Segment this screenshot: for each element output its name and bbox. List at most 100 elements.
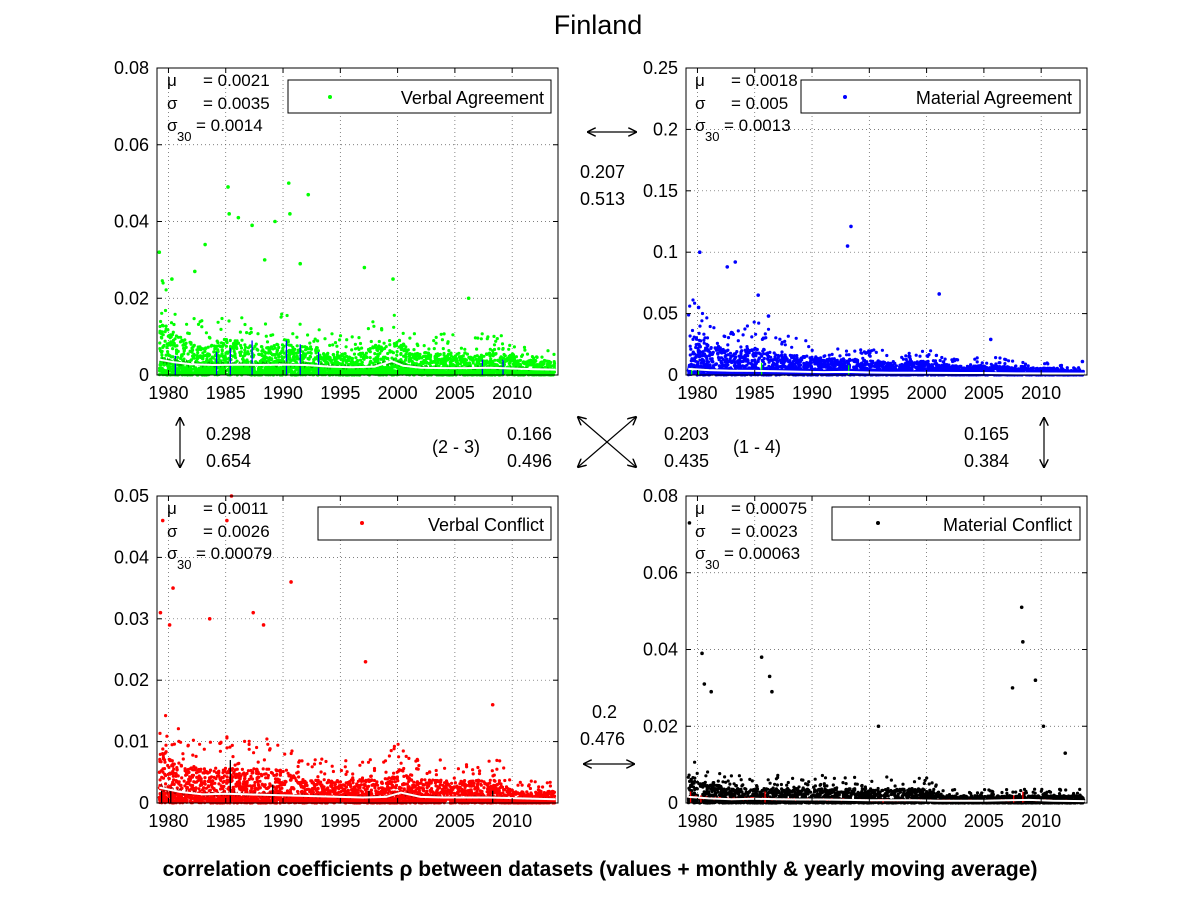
data-point bbox=[422, 344, 426, 348]
data-point bbox=[1021, 360, 1025, 365]
data-point bbox=[271, 333, 275, 337]
data-point bbox=[235, 346, 239, 351]
data-point bbox=[171, 330, 175, 334]
data-point bbox=[880, 348, 885, 352]
data-point bbox=[479, 353, 483, 357]
data-point bbox=[220, 316, 224, 321]
data-point bbox=[207, 335, 211, 339]
data-point bbox=[341, 362, 345, 366]
data-point bbox=[382, 341, 386, 345]
data-point bbox=[300, 354, 304, 358]
data-point bbox=[330, 332, 334, 336]
data-point bbox=[786, 334, 790, 338]
data-point bbox=[368, 360, 372, 364]
data-point bbox=[447, 349, 451, 353]
data-point bbox=[868, 354, 872, 358]
data-point bbox=[1065, 366, 1069, 370]
data-point bbox=[379, 366, 383, 370]
x-tick-label: 2010 bbox=[492, 383, 532, 403]
data-point bbox=[357, 336, 361, 340]
data-point bbox=[239, 366, 243, 370]
data-point bbox=[395, 353, 399, 357]
mu-value: = 0.0021 bbox=[203, 71, 270, 90]
outlier-point bbox=[273, 219, 277, 224]
data-point bbox=[192, 317, 196, 321]
data-point bbox=[192, 356, 196, 360]
data-point bbox=[353, 347, 358, 351]
data-point bbox=[232, 346, 236, 351]
data-point bbox=[525, 363, 530, 367]
data-point bbox=[486, 352, 490, 356]
data-point bbox=[263, 350, 267, 354]
data-point bbox=[186, 352, 190, 356]
data-point bbox=[457, 351, 461, 355]
data-point bbox=[390, 356, 394, 360]
outlier-point bbox=[391, 277, 395, 281]
data-point bbox=[469, 355, 473, 359]
data-point bbox=[451, 355, 455, 359]
data-point bbox=[373, 360, 377, 364]
data-point bbox=[712, 326, 716, 330]
outlier-point bbox=[298, 261, 303, 266]
data-point bbox=[386, 351, 390, 356]
data-point bbox=[358, 341, 363, 346]
data-point bbox=[485, 359, 489, 363]
data-point bbox=[169, 321, 174, 325]
data-point bbox=[323, 337, 327, 341]
data-point bbox=[323, 358, 327, 362]
data-point bbox=[352, 352, 357, 356]
data-point bbox=[530, 355, 535, 359]
data-point bbox=[279, 315, 283, 319]
data-point bbox=[475, 354, 479, 358]
data-point bbox=[479, 337, 483, 341]
data-point bbox=[392, 342, 396, 346]
data-point bbox=[239, 346, 244, 350]
data-point bbox=[260, 353, 264, 358]
data-point bbox=[480, 356, 484, 360]
data-point bbox=[271, 347, 275, 351]
data-point bbox=[188, 349, 192, 353]
data-point bbox=[159, 319, 163, 324]
data-point bbox=[454, 358, 458, 362]
data-point bbox=[167, 334, 171, 338]
data-point bbox=[783, 343, 787, 347]
panel-verbal-agreement: 1980 1985 1990 1995 2000 2005 201000.020.040.0… bbox=[114, 58, 559, 403]
data-point bbox=[439, 369, 443, 374]
data-point bbox=[417, 356, 421, 360]
data-point bbox=[385, 369, 389, 373]
data-point bbox=[216, 348, 220, 352]
data-point bbox=[413, 352, 417, 356]
data-point bbox=[183, 370, 187, 374]
data-point bbox=[311, 369, 315, 374]
data-point bbox=[399, 344, 403, 348]
data-point bbox=[160, 279, 164, 283]
data-point bbox=[518, 362, 522, 366]
data-point bbox=[219, 368, 223, 372]
data-point bbox=[164, 288, 168, 292]
data-point bbox=[510, 358, 514, 362]
data-point bbox=[395, 350, 399, 354]
data-point bbox=[795, 354, 799, 358]
data-point bbox=[392, 325, 396, 329]
data-point bbox=[159, 350, 164, 354]
data-point bbox=[434, 370, 438, 374]
data-point bbox=[189, 341, 193, 345]
data-point bbox=[220, 348, 224, 352]
data-point bbox=[233, 370, 237, 374]
data-point bbox=[244, 345, 248, 349]
data-point bbox=[373, 369, 377, 373]
data-point bbox=[468, 368, 472, 372]
data-point bbox=[312, 339, 316, 343]
data-point bbox=[375, 346, 379, 350]
data-point bbox=[280, 312, 284, 316]
data-point bbox=[206, 345, 210, 349]
data-point bbox=[327, 371, 331, 375]
data-point bbox=[243, 366, 247, 370]
data-point bbox=[163, 339, 167, 343]
outlier-point bbox=[193, 269, 197, 274]
data-point bbox=[540, 355, 544, 359]
data-point bbox=[408, 353, 412, 357]
data-point bbox=[459, 346, 463, 350]
data-point bbox=[435, 361, 439, 365]
data-point bbox=[293, 347, 297, 351]
